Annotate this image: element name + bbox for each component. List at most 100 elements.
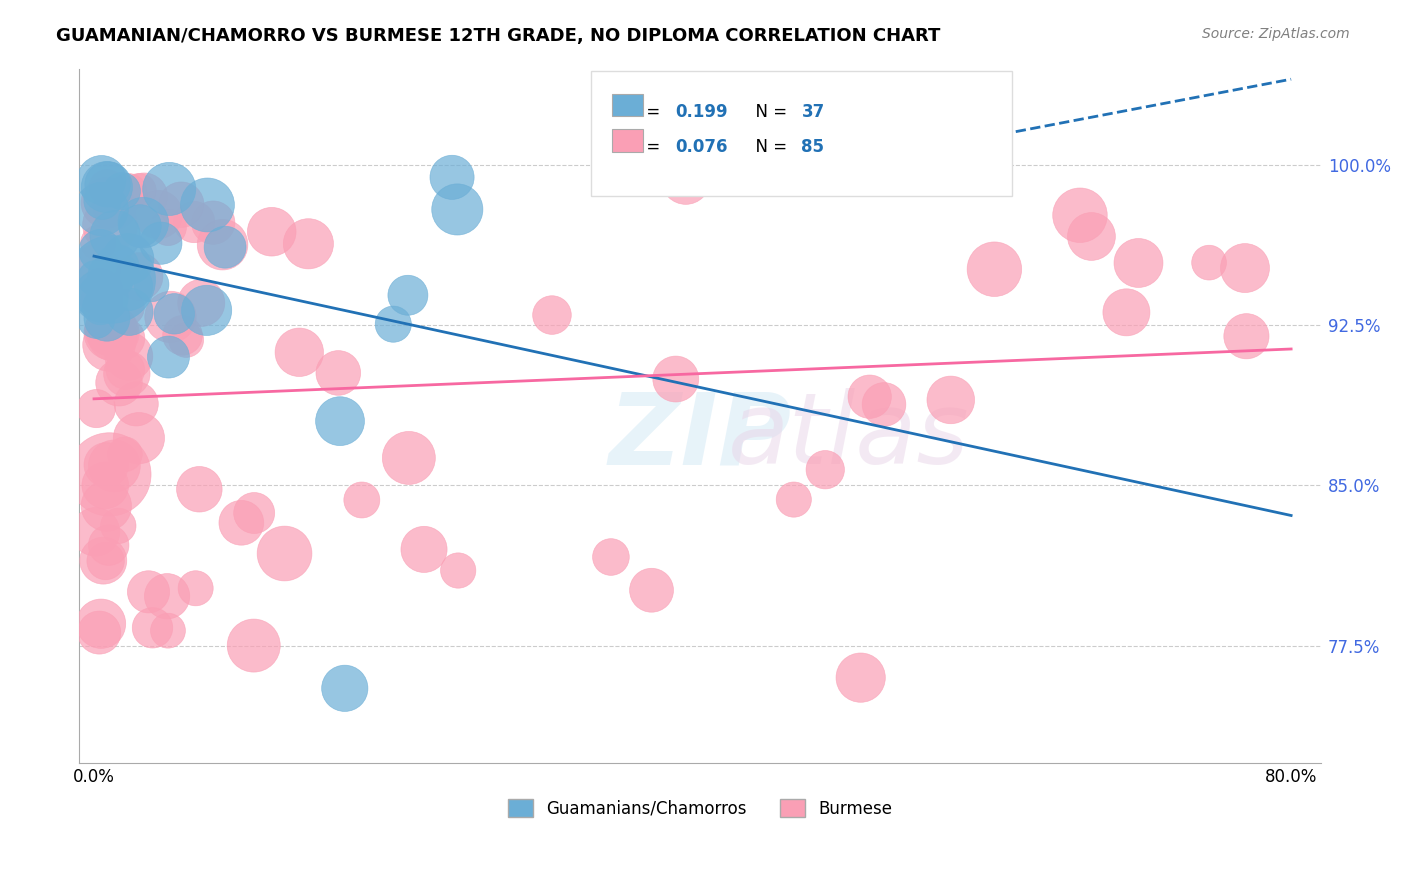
Point: [97, 538, 120, 552]
Point: [100, 326, 122, 340]
Point: [195, 303, 218, 318]
Point: [939, 392, 962, 407]
Legend: Guamanians/Chamorros, Burmese: Guamanians/Chamorros, Burmese: [501, 793, 898, 824]
Point: [814, 463, 837, 477]
Point: [297, 236, 319, 251]
Point: [170, 198, 193, 212]
Point: [441, 170, 464, 185]
Point: [211, 237, 233, 252]
Point: [84, 524, 107, 539]
Point: [110, 265, 132, 279]
Point: [849, 671, 872, 685]
Point: [90, 202, 112, 216]
Point: [983, 262, 1005, 277]
Point: [89, 625, 111, 640]
Point: [96, 311, 118, 326]
Point: [446, 202, 468, 217]
Point: [156, 589, 179, 603]
Point: [84, 271, 107, 285]
Point: [107, 519, 129, 533]
Point: [128, 184, 150, 198]
Point: [96, 180, 118, 194]
Text: N =: N =: [745, 103, 793, 120]
Point: [96, 195, 118, 210]
Point: [382, 317, 405, 331]
Point: [101, 329, 124, 343]
Text: 0.076: 0.076: [675, 138, 727, 156]
Point: [242, 639, 264, 653]
Point: [100, 323, 122, 337]
Point: [96, 181, 118, 195]
Text: N =: N =: [745, 138, 793, 156]
Point: [149, 236, 172, 251]
Point: [329, 414, 352, 428]
Point: [125, 397, 148, 411]
Point: [100, 272, 122, 286]
Point: [104, 228, 127, 243]
Point: [1069, 208, 1091, 222]
Point: [103, 458, 125, 473]
Point: [1115, 305, 1137, 319]
Point: [129, 219, 152, 233]
Point: [675, 173, 697, 187]
Point: [100, 269, 122, 284]
Text: ZIP: ZIP: [609, 388, 792, 485]
Point: [159, 310, 181, 324]
Point: [1236, 329, 1258, 343]
Point: [174, 333, 197, 347]
Point: [333, 681, 356, 696]
Point: [105, 260, 128, 274]
Point: [447, 564, 470, 578]
Point: [202, 216, 225, 230]
Text: GUAMANIAN/CHAMORRO VS BURMESE 12TH GRADE, NO DIPLOMA CORRELATION CHART: GUAMANIAN/CHAMORRO VS BURMESE 12TH GRADE…: [56, 27, 941, 45]
Point: [114, 447, 136, 461]
Point: [350, 493, 373, 508]
Point: [163, 307, 186, 321]
Point: [89, 288, 111, 302]
Point: [97, 178, 120, 192]
Point: [91, 554, 114, 568]
Point: [94, 478, 117, 492]
Point: [132, 189, 155, 203]
Point: [86, 401, 108, 416]
Point: [104, 202, 127, 216]
Point: [157, 220, 180, 235]
Point: [184, 581, 207, 595]
Point: [600, 549, 623, 564]
Point: [243, 506, 266, 520]
Point: [231, 516, 253, 530]
Point: [157, 350, 180, 364]
Point: [541, 308, 564, 322]
Point: [89, 244, 111, 258]
Point: [138, 585, 160, 599]
Point: [90, 616, 112, 631]
Text: 85: 85: [801, 138, 824, 156]
Point: [1198, 255, 1220, 269]
Point: [148, 207, 170, 221]
Point: [89, 285, 111, 299]
Text: atlas: atlas: [728, 388, 970, 485]
Text: Source: ZipAtlas.com: Source: ZipAtlas.com: [1202, 27, 1350, 41]
Point: [91, 194, 114, 208]
Point: [90, 294, 112, 309]
Text: 0.199: 0.199: [675, 103, 727, 120]
Point: [640, 583, 662, 598]
Point: [156, 624, 179, 638]
Point: [94, 554, 117, 568]
Point: [141, 277, 163, 292]
Point: [190, 296, 212, 310]
Point: [115, 301, 138, 315]
Point: [1128, 256, 1150, 270]
Point: [118, 349, 141, 363]
Point: [214, 240, 236, 254]
Point: [157, 182, 180, 196]
Point: [114, 363, 136, 377]
Point: [141, 621, 163, 635]
Point: [1080, 229, 1102, 244]
Point: [96, 499, 118, 513]
Point: [188, 483, 211, 497]
Point: [89, 300, 111, 314]
Point: [288, 345, 311, 359]
Text: R =: R =: [619, 103, 665, 120]
Point: [111, 184, 134, 198]
